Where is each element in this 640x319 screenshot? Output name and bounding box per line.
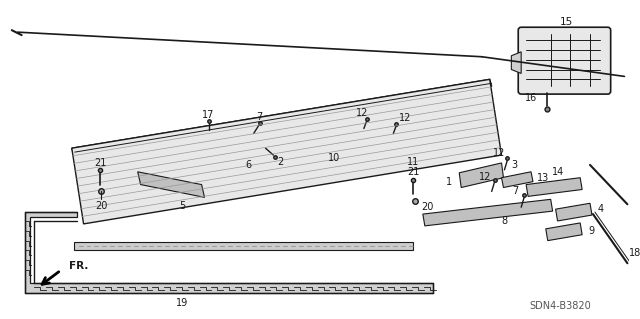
- Polygon shape: [310, 133, 346, 152]
- Text: 18: 18: [629, 249, 640, 258]
- Polygon shape: [546, 223, 582, 241]
- Text: 12: 12: [493, 148, 506, 158]
- Text: 10: 10: [328, 153, 340, 163]
- Text: 20: 20: [95, 201, 108, 211]
- Polygon shape: [138, 172, 205, 197]
- Text: 21: 21: [407, 167, 419, 177]
- Text: 13: 13: [537, 173, 549, 183]
- Text: 16: 16: [525, 93, 537, 103]
- Text: SDN4-B3820: SDN4-B3820: [530, 300, 591, 310]
- Polygon shape: [24, 212, 433, 293]
- Text: 15: 15: [560, 17, 573, 27]
- Text: 8: 8: [502, 216, 508, 226]
- Polygon shape: [72, 79, 502, 224]
- Text: 12: 12: [479, 172, 491, 182]
- Text: 14: 14: [552, 167, 564, 177]
- Text: 5: 5: [179, 201, 185, 211]
- Text: 17: 17: [202, 110, 214, 120]
- Text: 12: 12: [356, 108, 368, 118]
- Polygon shape: [526, 178, 582, 197]
- Polygon shape: [246, 140, 266, 155]
- Polygon shape: [379, 140, 420, 158]
- Text: 1: 1: [446, 177, 452, 187]
- Polygon shape: [502, 172, 533, 188]
- Polygon shape: [556, 203, 592, 221]
- Text: 11: 11: [407, 157, 419, 167]
- Polygon shape: [460, 163, 504, 188]
- Text: FR.: FR.: [69, 261, 88, 271]
- Text: 2: 2: [277, 157, 284, 167]
- Text: 9: 9: [588, 226, 594, 236]
- Polygon shape: [72, 79, 492, 155]
- Text: 12: 12: [399, 113, 412, 123]
- Polygon shape: [74, 241, 413, 250]
- Text: 6: 6: [246, 160, 252, 170]
- Text: 3: 3: [511, 160, 518, 170]
- Text: 21: 21: [94, 158, 106, 168]
- Text: 7: 7: [512, 187, 518, 197]
- Polygon shape: [202, 135, 224, 152]
- Text: 20: 20: [422, 202, 434, 212]
- Text: 4: 4: [598, 204, 604, 214]
- Text: 19: 19: [176, 298, 188, 308]
- Polygon shape: [423, 199, 553, 226]
- Polygon shape: [511, 52, 521, 73]
- FancyBboxPatch shape: [518, 27, 611, 94]
- Text: 7: 7: [257, 112, 263, 122]
